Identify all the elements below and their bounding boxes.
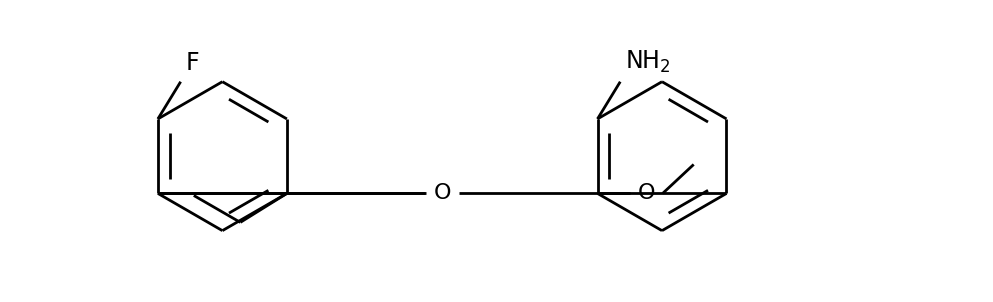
Text: O: O xyxy=(638,183,654,204)
Text: O: O xyxy=(434,183,451,204)
Text: F: F xyxy=(186,51,200,76)
Text: NH$_2$: NH$_2$ xyxy=(626,49,671,76)
